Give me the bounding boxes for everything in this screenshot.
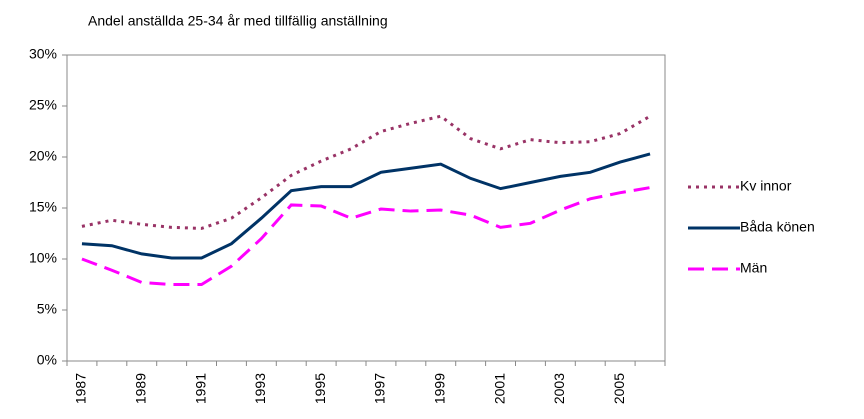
y-tick-label: 30%	[29, 46, 57, 62]
line-series	[81, 152, 651, 260]
y-tick-label: 5%	[37, 301, 57, 317]
x-tick-label: 1999	[431, 373, 447, 404]
legend-label: Kv innor	[740, 178, 792, 194]
y-tick-label: 20%	[29, 148, 57, 164]
y-tick-label: 0%	[37, 352, 57, 368]
legend-label: Båda könen	[740, 219, 815, 235]
x-tick-label: 1993	[252, 373, 268, 404]
x-tick-label: 2003	[551, 373, 567, 404]
chart-title: Andel anställda 25-34 år med tillfällig …	[88, 13, 388, 29]
line-series	[81, 186, 651, 286]
legend-label: Män	[740, 260, 767, 276]
x-tick-label: 1987	[73, 373, 89, 404]
y-tick-label: 10%	[29, 250, 57, 266]
x-tick-label: 2001	[491, 373, 507, 404]
x-tick-label: 1995	[312, 373, 328, 404]
x-tick-label: 2005	[611, 373, 627, 404]
line-series	[81, 114, 651, 230]
y-tick-label: 15%	[29, 199, 57, 215]
x-tick-label: 1997	[372, 373, 388, 404]
y-tick-label: 25%	[29, 97, 57, 113]
plot-area	[66, 54, 666, 362]
x-tick-label: 1989	[132, 373, 148, 404]
x-tick-label: 1991	[192, 373, 208, 404]
